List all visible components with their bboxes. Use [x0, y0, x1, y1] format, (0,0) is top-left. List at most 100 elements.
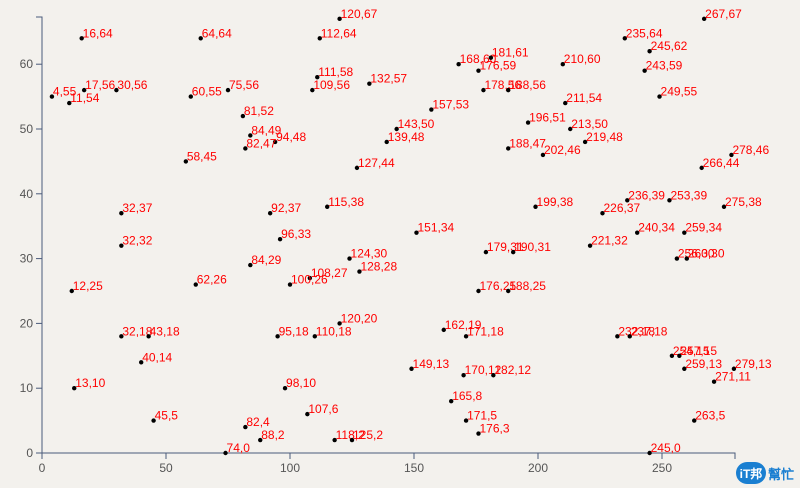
- data-point: [119, 243, 124, 248]
- site-watermark: iT邦 幫忙: [735, 462, 794, 484]
- data-point: [248, 262, 253, 268]
- x-tick-label: 100: [280, 461, 300, 475]
- data-point-label: 171,5: [467, 409, 497, 423]
- x-tick-label: 0: [39, 461, 46, 475]
- data-point-label: 58,45: [187, 149, 217, 163]
- data-point: [525, 120, 531, 125]
- data-point-label: 127,44: [358, 156, 395, 170]
- data-point: [193, 282, 198, 287]
- data-point-label: 17,56: [85, 78, 115, 92]
- data-point: [243, 424, 248, 430]
- data-point-label: 92,37: [271, 201, 301, 215]
- data-point: [248, 133, 253, 138]
- data-points: 16,64 64,64 120,67 112,64 235,64 267,67 245,62…: [49, 7, 772, 456]
- data-point-label: 120,67: [341, 7, 378, 21]
- data-point: [119, 211, 124, 216]
- data-point-label: 143,50: [398, 117, 435, 131]
- data-point-label: 182,12: [494, 363, 531, 377]
- y-tick-label: 50: [20, 122, 34, 136]
- data-point: [625, 198, 630, 203]
- data-point-label: 178,56: [484, 78, 521, 92]
- data-point-label: 110,18: [316, 324, 352, 338]
- data-point-label: 149,13: [413, 357, 450, 371]
- data-point: [491, 373, 496, 378]
- data-point: [272, 139, 278, 145]
- data-point: [277, 236, 283, 242]
- data-point-label: 232,18: [618, 324, 655, 338]
- data-point-label: 188,47: [509, 136, 546, 150]
- data-point-label: 219,48: [586, 130, 623, 144]
- data-point: [310, 87, 315, 93]
- data-point-label: 196,51: [529, 111, 566, 125]
- data-point: [463, 334, 469, 339]
- data-point-label: 125,2: [353, 428, 383, 442]
- watermark-logo-icon: iT邦: [735, 462, 766, 484]
- data-point: [312, 334, 317, 339]
- data-point-label: 40,14: [142, 350, 172, 364]
- data-point: [67, 100, 72, 106]
- data-point: [325, 204, 330, 209]
- data-point: [441, 327, 446, 333]
- data-point-label: 128,28: [360, 260, 397, 274]
- data-point: [647, 49, 652, 54]
- data-point-label: 74,0: [227, 441, 251, 455]
- data-point-label: 112,64: [321, 26, 357, 40]
- y-tick-label: 20: [20, 316, 34, 330]
- data-point: [463, 418, 469, 423]
- data-point-label: 13,10: [75, 376, 105, 390]
- data-point-label: 12,25: [73, 279, 103, 293]
- data-point: [146, 334, 151, 339]
- data-point-label: 254,15: [673, 344, 710, 358]
- data-point-label: 176,3: [479, 422, 509, 436]
- data-point: [223, 450, 228, 456]
- data-point-label: 237,18: [631, 324, 668, 338]
- data-point-label: 188,56: [509, 78, 546, 92]
- data-point: [139, 360, 144, 365]
- y-tick-label: 10: [20, 381, 34, 395]
- data-point: [682, 366, 687, 371]
- data-point: [682, 230, 687, 235]
- data-point-label: 245,62: [651, 39, 688, 53]
- data-point-label: 267,67: [705, 7, 742, 21]
- data-point-label: 16,64: [83, 26, 113, 40]
- data-point-label: 84,29: [251, 253, 281, 267]
- data-point-label: 151,34: [417, 221, 454, 235]
- data-point-label: 82,47: [246, 136, 276, 150]
- x-tick-label: 150: [404, 461, 424, 475]
- data-point: [476, 431, 481, 436]
- x-axis-line: [41, 452, 736, 459]
- data-point-label: 213,50: [571, 117, 608, 131]
- data-point-label: 81,52: [244, 104, 274, 118]
- data-point-label: 271,11: [715, 370, 751, 384]
- data-point: [476, 68, 481, 73]
- data-point-label: 62,26: [197, 273, 227, 287]
- data-point-label: 82,4: [246, 415, 270, 429]
- data-point: [506, 87, 511, 93]
- data-point: [317, 36, 322, 41]
- data-point: [225, 87, 231, 93]
- watermark-text: 幫忙: [767, 467, 794, 483]
- y-tick-label: 60: [20, 57, 34, 71]
- data-point: [511, 249, 516, 255]
- data-point: [384, 139, 389, 145]
- data-point-label: 139,48: [388, 130, 425, 144]
- data-point-label: 240,34: [638, 221, 675, 235]
- data-point-label: 109,56: [313, 78, 350, 92]
- x-tick-label: 50: [159, 461, 173, 475]
- data-point: [721, 204, 727, 209]
- data-point: [669, 353, 675, 358]
- data-point-label: 95,18: [279, 324, 309, 338]
- data-point: [587, 243, 593, 248]
- x-tick-label: 250: [652, 461, 672, 475]
- data-point: [305, 411, 310, 417]
- data-point-label: 190,31: [514, 240, 551, 254]
- data-point-label: 221,32: [591, 234, 628, 248]
- data-point: [243, 146, 248, 151]
- data-point: [240, 113, 246, 119]
- data-point-label: 235,64: [626, 26, 663, 40]
- data-point-label: 165,8: [452, 389, 482, 403]
- data-point: [667, 198, 672, 203]
- data-point: [647, 450, 652, 456]
- data-point-label: 199,38: [537, 195, 574, 209]
